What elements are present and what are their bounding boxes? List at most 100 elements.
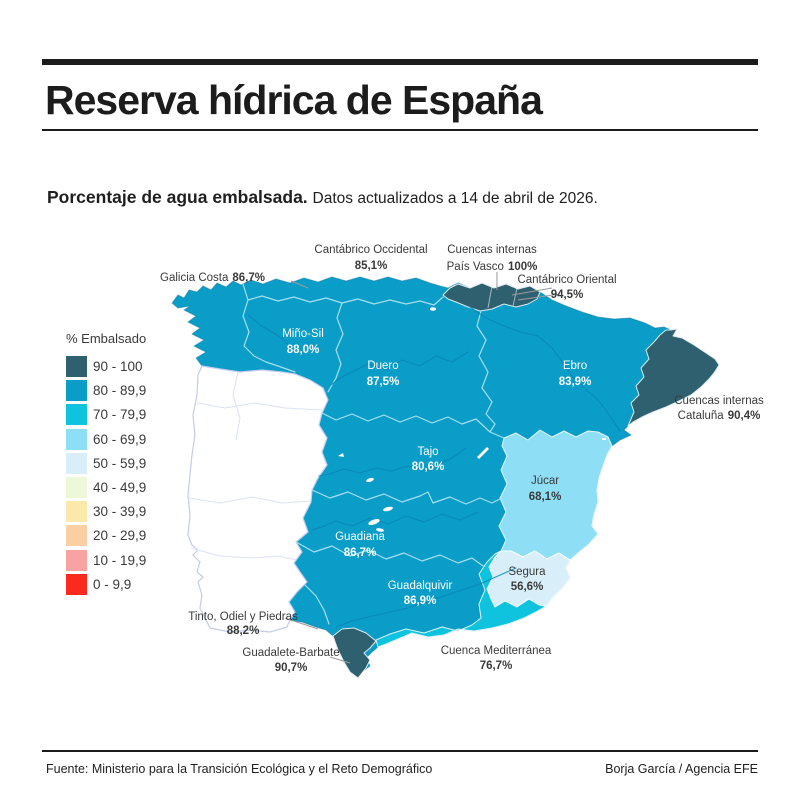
basin-label-galicia-costa: Galicia Costa 86,7%: [160, 272, 265, 284]
svg-text:86,9%: 86,9%: [404, 595, 437, 607]
leader-guadalete: [329, 656, 351, 664]
svg-text:88,2%: 88,2%: [227, 625, 260, 637]
boundary-galicia-minosil: [242, 283, 296, 373]
reservoir-speck: [601, 437, 607, 441]
legend-item: 20 - 29,9: [66, 525, 186, 547]
svg-text:85,1%: 85,1%: [355, 260, 388, 272]
svg-text:88,0%: 88,0%: [287, 344, 320, 356]
legend-item: 0 - 9,9: [66, 573, 186, 595]
basin-label-guadalete-barbate: Guadalete-Barbate 90,7%: [242, 647, 339, 674]
boundary-cantabrico-occidental: [247, 295, 444, 306]
portugal-interior-line: [190, 547, 297, 561]
legend-item: 70 - 79,9: [66, 404, 186, 426]
portugal-landmass: [187, 365, 329, 633]
subtitle: Porcentaje de agua embalsada. Datos actu…: [47, 187, 598, 208]
boundary-guadiana-guadalquivir: [295, 541, 484, 567]
basin-label-cuenca-mediterranea: Cuenca Mediterránea 76,7%: [441, 645, 552, 672]
portugal-interior-line: [232, 371, 241, 441]
legend-swatch-90-100: [66, 356, 87, 377]
leader-cantabrico-oriental: [511, 287, 561, 301]
basin-label-guadalquivir: Guadalquivir 86,9%: [388, 580, 453, 607]
basin-label-tajo: Tajo 80,6%: [412, 446, 445, 473]
legend-swatch-80-89: [66, 380, 87, 402]
reservoir-speck: [429, 307, 437, 311]
region-segura: [486, 550, 571, 608]
svg-text:Cantábrico Oriental: Cantábrico Oriental: [517, 274, 616, 286]
reservoir-speck: [366, 477, 374, 483]
leader-tinto-odiel: [284, 617, 319, 630]
basin-label-guadiana: Guadiana 86,7%: [335, 531, 385, 559]
basin-label-duero: Duero 87,5%: [367, 360, 400, 388]
river-ebro: [469, 306, 621, 432]
basin-label-jucar: Júcar 68,1%: [529, 475, 562, 503]
reservoir-speck: [383, 506, 393, 512]
legend-swatch-0-9: [66, 573, 87, 595]
svg-text:68,1%: 68,1%: [529, 491, 562, 503]
region-guadalete-barbate: [332, 627, 377, 679]
basin-label-cataluna: Cuencas internas Cataluña 90,4%: [674, 395, 764, 422]
reservoir-speck: [376, 528, 384, 532]
footer-rule: [42, 750, 758, 752]
boundary-duero-tajo: [321, 412, 491, 433]
legend-swatch-40-49: [66, 476, 87, 498]
reservoir-speck: [477, 447, 489, 459]
svg-text:Duero: Duero: [367, 360, 398, 372]
legend-item: 10 - 19,9: [66, 549, 186, 571]
legend-title: % Embalsado: [66, 331, 147, 346]
reservoir-speck: [368, 518, 380, 526]
svg-text:Cuenca Mediterránea: Cuenca Mediterránea: [441, 645, 552, 657]
boundary-duero-ebro: [476, 310, 505, 439]
svg-text:Júcar: Júcar: [531, 475, 559, 487]
legend-swatch-70-79: [66, 404, 87, 426]
river-tajo: [318, 447, 467, 477]
legend-item: 40 - 49,9: [66, 476, 186, 498]
legend-item: 50 - 59,9: [66, 452, 186, 474]
river-guadiana: [311, 511, 479, 531]
svg-text:83,9%: 83,9%: [559, 376, 592, 388]
legend-item: 90 - 100: [66, 356, 186, 377]
title-rule-top: [42, 59, 758, 65]
region-cuenca-mediterranea: [375, 550, 547, 648]
basin-label-cantabrico-occidental: Cantábrico Occidental 85,1%: [314, 244, 427, 272]
svg-text:Tinto, Odiel y Piedras: Tinto, Odiel y Piedras: [188, 611, 298, 623]
leader-galicia-costa: [290, 280, 309, 289]
subtitle-lead: Porcentaje de agua embalsada.: [47, 187, 308, 207]
basin-label-ebro: Ebro 83,9%: [559, 360, 592, 388]
river-mino: [247, 314, 295, 353]
region-jucar: [498, 429, 613, 561]
portugal-interior-line: [188, 496, 312, 504]
river-guadalquivir: [335, 567, 517, 628]
svg-text:94,5%: 94,5%: [551, 289, 584, 301]
svg-text:76,7%: 76,7%: [480, 660, 513, 672]
legend-swatch-30-39: [66, 501, 87, 523]
portugal-interior-line: [196, 402, 323, 411]
legend-item: 30 - 39,9: [66, 501, 186, 523]
basin-label-tinto-odiel: Tinto, Odiel y Piedras 88,2%: [188, 611, 298, 637]
reservoir-speck: [338, 453, 344, 457]
svg-text:Cuencas internas: Cuencas internas: [447, 244, 537, 256]
region-pais-vasco-divider: [487, 285, 518, 309]
basin-label-cantabrico-oriental: Cantábrico Oriental 94,5%: [517, 274, 616, 301]
svg-text:Guadalquivir: Guadalquivir: [388, 580, 453, 592]
title-rule-bottom: [42, 129, 758, 131]
page-title: Reserva hídrica de España: [45, 77, 543, 123]
svg-text:Guadiana: Guadiana: [335, 531, 385, 543]
subtitle-date: Datos actualizados a 14 de abril de 2026…: [312, 190, 598, 207]
legend-swatch-60-69: [66, 428, 87, 450]
basin-label-mino-sil: Miño-Sil 88,0%: [282, 328, 324, 356]
svg-text:Segura: Segura: [508, 566, 546, 578]
svg-text:Cantábrico Occidental: Cantábrico Occidental: [314, 244, 427, 256]
boundary-tajo-guadiana: [311, 489, 503, 505]
legend: % Embalsado 90 - 100 80 - 89,9 70 - 79,9…: [66, 331, 186, 598]
legend-swatch-10-19: [66, 549, 87, 571]
footer-credit: Borja García / Agencia EFE: [605, 762, 758, 776]
svg-text:Ebro: Ebro: [563, 360, 587, 372]
boundary-tinto-guadalquivir: [304, 584, 330, 625]
svg-text:Guadalete-Barbate: Guadalete-Barbate: [242, 647, 339, 659]
legend-swatch-50-59: [66, 452, 87, 474]
